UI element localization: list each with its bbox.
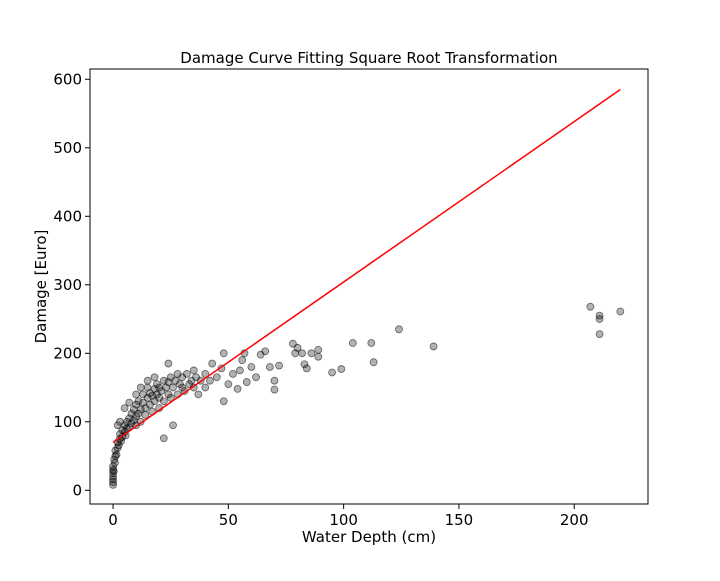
data-point <box>586 302 595 311</box>
data-point <box>233 385 242 393</box>
y-tick-label: 400 <box>53 207 82 225</box>
fit-line-layer <box>112 88 621 443</box>
x-tick-label: 50 <box>219 511 238 529</box>
plot-frame <box>89 68 649 505</box>
ticks-layer: 0 50 100 150 200 0 100 200 300 400 500 600 <box>53 70 588 529</box>
data-point <box>169 383 177 392</box>
data-point <box>275 361 283 370</box>
data-point <box>136 383 145 392</box>
data-point <box>314 352 323 361</box>
data-point <box>109 467 118 476</box>
data-point <box>616 307 625 316</box>
data-point <box>219 397 228 406</box>
data-point <box>247 363 256 371</box>
data-point <box>159 397 168 406</box>
data-point <box>307 349 316 358</box>
data-point <box>429 342 438 351</box>
data-point <box>212 373 221 382</box>
data-point <box>337 365 346 373</box>
y-axis-label: Damage [Euro] <box>32 230 50 344</box>
data-point <box>109 475 117 484</box>
data-point <box>113 421 122 430</box>
data-point <box>166 393 175 402</box>
data-point <box>201 383 210 392</box>
x-tick-label: 100 <box>329 511 358 529</box>
data-point <box>164 359 173 368</box>
x-tick-label: 200 <box>560 511 589 529</box>
data-point <box>367 339 376 347</box>
data-point <box>298 349 307 358</box>
x-axis-label: Water Depth (cm) <box>302 528 436 546</box>
fit-line <box>112 88 621 443</box>
data-point <box>238 356 247 365</box>
y-tick-label: 500 <box>53 139 82 157</box>
chart-title: Damage Curve Fitting Square Root Transfo… <box>180 49 557 67</box>
points-layer <box>109 302 625 489</box>
data-point <box>302 364 311 373</box>
data-point <box>270 376 279 385</box>
data-point <box>208 359 217 368</box>
data-point <box>395 325 403 334</box>
data-point <box>109 480 117 489</box>
data-point <box>169 421 177 430</box>
data-point <box>194 390 203 399</box>
y-tick-label: 0 <box>72 481 82 499</box>
data-point <box>112 450 121 459</box>
data-point <box>252 373 260 382</box>
data-point <box>595 330 604 339</box>
data-point <box>219 349 228 358</box>
data-point <box>141 411 150 419</box>
data-point <box>134 397 143 406</box>
data-point <box>205 376 214 385</box>
data-point <box>159 434 168 443</box>
data-point <box>120 404 129 412</box>
data-point <box>150 373 159 382</box>
data-point <box>125 398 134 407</box>
y-tick-label: 100 <box>53 413 82 431</box>
x-tick-label: 150 <box>445 511 474 529</box>
data-point <box>261 347 270 356</box>
data-point <box>328 368 337 377</box>
data-point <box>293 343 302 352</box>
data-point <box>595 315 604 323</box>
data-point <box>242 378 251 386</box>
data-point <box>125 414 134 423</box>
y-tick-label: 600 <box>53 70 82 88</box>
data-point <box>235 366 244 375</box>
data-point <box>229 369 237 378</box>
data-point <box>136 405 145 414</box>
data-point <box>189 366 198 375</box>
data-point <box>314 345 323 354</box>
y-tick-label: 300 <box>53 276 82 294</box>
data-point <box>132 390 141 399</box>
data-point <box>143 393 152 402</box>
data-point <box>369 358 378 367</box>
data-point <box>143 376 152 385</box>
data-point <box>265 363 274 371</box>
y-tick-label: 200 <box>53 344 82 362</box>
data-point <box>182 369 191 378</box>
data-point <box>348 339 357 347</box>
data-point <box>270 385 279 394</box>
data-point <box>114 441 123 449</box>
data-point <box>111 458 119 467</box>
data-point <box>159 376 168 385</box>
data-point <box>224 380 233 389</box>
data-point <box>109 478 117 486</box>
data-point <box>300 360 309 369</box>
x-tick-label: 0 <box>108 511 118 529</box>
